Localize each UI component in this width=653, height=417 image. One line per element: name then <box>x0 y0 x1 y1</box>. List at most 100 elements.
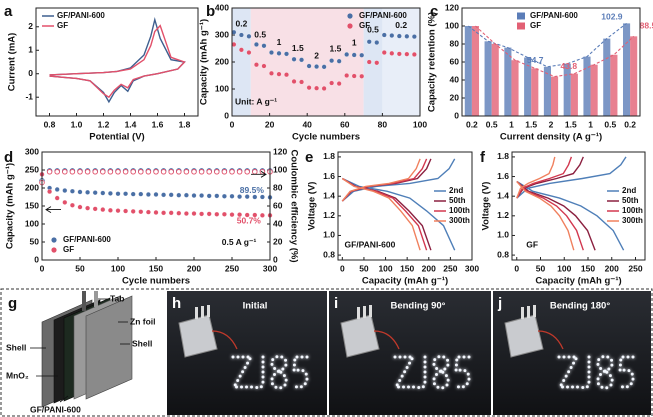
tab <box>527 306 530 318</box>
diagram-label: MnO₂ <box>6 370 29 380</box>
plot-frame <box>461 7 641 117</box>
data-point <box>381 32 387 38</box>
annotation: 1.5 <box>329 43 341 53</box>
legend-label: GF/PANI-600 <box>63 235 111 244</box>
data-point <box>107 169 114 175</box>
x-axis-title: Cycle numbers <box>292 132 360 143</box>
chart-panel: c 0.2 0.5 1 1.5 2 1.5 1 0.5 0.2 0 20 40 60 80 100 120 Cur… <box>427 2 653 142</box>
chart-panel: d0 50 100 150 200 250 300050100150200250300020… <box>4 146 299 286</box>
x-tick-label: 250 <box>628 263 642 273</box>
x-tick-label: 40 <box>302 119 312 129</box>
data-point <box>115 208 121 214</box>
tab <box>82 291 86 311</box>
data-point <box>69 169 76 175</box>
y-tick-label: 0 <box>28 68 33 78</box>
y-tick-label: 0.8 <box>497 249 509 259</box>
bar <box>622 23 631 116</box>
data-point <box>183 192 189 198</box>
data-point <box>191 193 197 199</box>
plot-frame <box>511 151 646 261</box>
data-point <box>161 210 167 216</box>
y-tick-label: 1.4 <box>323 190 335 200</box>
data-point <box>244 169 250 175</box>
y2-tick-label: 60 <box>273 200 283 210</box>
bar <box>543 66 551 116</box>
data-point <box>115 169 121 175</box>
y-tick-label: 40 <box>450 74 460 84</box>
legend-label: GF <box>57 21 68 30</box>
data-point <box>92 206 98 212</box>
y-tick-label: 1.0 <box>497 230 509 240</box>
data-point <box>221 169 228 175</box>
data-point <box>246 50 252 55</box>
x-tick-label: 200 <box>422 263 436 273</box>
x-tick-label: 0.5 <box>604 119 616 129</box>
data-point <box>299 79 305 85</box>
data-point <box>284 72 289 78</box>
bar <box>531 68 539 116</box>
x-tick-label: 1.6 <box>152 119 164 129</box>
led-strip <box>393 355 418 389</box>
data-point <box>153 169 159 175</box>
tab <box>94 291 98 307</box>
legend-label: 300th <box>622 216 643 225</box>
legend-label: 2nd <box>449 186 463 195</box>
data-point <box>168 210 174 216</box>
x-tick-label: 60 <box>340 119 350 129</box>
data-point <box>130 208 136 214</box>
data-point <box>389 33 395 38</box>
data-point <box>261 43 267 49</box>
y-tick-label: 200 <box>215 56 229 66</box>
legend-label: 100th <box>622 206 643 215</box>
data-point <box>214 211 220 217</box>
x-tick-label: 200 <box>187 263 201 273</box>
data-point <box>183 211 189 217</box>
led-letters <box>393 355 471 390</box>
legend-label: 50th <box>449 196 466 205</box>
data-point <box>284 51 289 57</box>
annotation: 0.2 <box>235 18 247 28</box>
data-point <box>221 193 227 199</box>
data-point <box>130 169 136 175</box>
data-point <box>206 193 212 199</box>
x-tick-label: 1.2 <box>98 119 110 129</box>
data-label: 54.7 <box>527 55 544 65</box>
data-point <box>62 188 68 193</box>
data-point <box>168 192 174 198</box>
x-tick-label: 0.2 <box>466 119 478 129</box>
led-strip <box>432 355 450 390</box>
data-point <box>306 85 312 91</box>
legend-label: GF <box>530 21 541 30</box>
y-tick-label: 80 <box>450 38 460 48</box>
led-strip <box>557 355 582 389</box>
data-point <box>276 71 282 77</box>
bar <box>471 26 480 116</box>
y-tick-label: 0 <box>454 110 459 120</box>
y-tick-label: 1.6 <box>497 171 509 181</box>
y-tick-label: -1 <box>25 91 33 101</box>
y-tick-label: 120 <box>445 2 459 12</box>
y-tick-label: 2 <box>28 21 33 31</box>
y-tick-label: 250 <box>25 164 39 174</box>
data-point <box>69 188 75 194</box>
data-point <box>54 195 60 201</box>
diagram-label: Zn foil <box>130 316 156 326</box>
y2-tick-label: 120 <box>273 146 287 156</box>
x-tick-label: 1.4 <box>125 119 137 129</box>
annotation: 0.5 <box>367 24 379 34</box>
led-strip <box>231 355 256 389</box>
tab <box>195 307 198 319</box>
y-tick-label: 1.6 <box>323 171 335 181</box>
data-point <box>191 169 197 175</box>
y-tick-label: 100 <box>215 83 229 93</box>
legend-swatch <box>51 237 57 243</box>
data-point <box>306 63 312 69</box>
data-point <box>153 192 159 197</box>
data-point <box>236 169 243 175</box>
panel-label: f <box>480 149 486 166</box>
chart-panel: f 0 50 100 150 200 250 0.8 1.0 1.2 1.4 1.6 1.8 Capaci… <box>480 149 646 287</box>
series-line <box>516 156 575 251</box>
series-line <box>341 158 421 251</box>
data-point <box>252 212 258 218</box>
